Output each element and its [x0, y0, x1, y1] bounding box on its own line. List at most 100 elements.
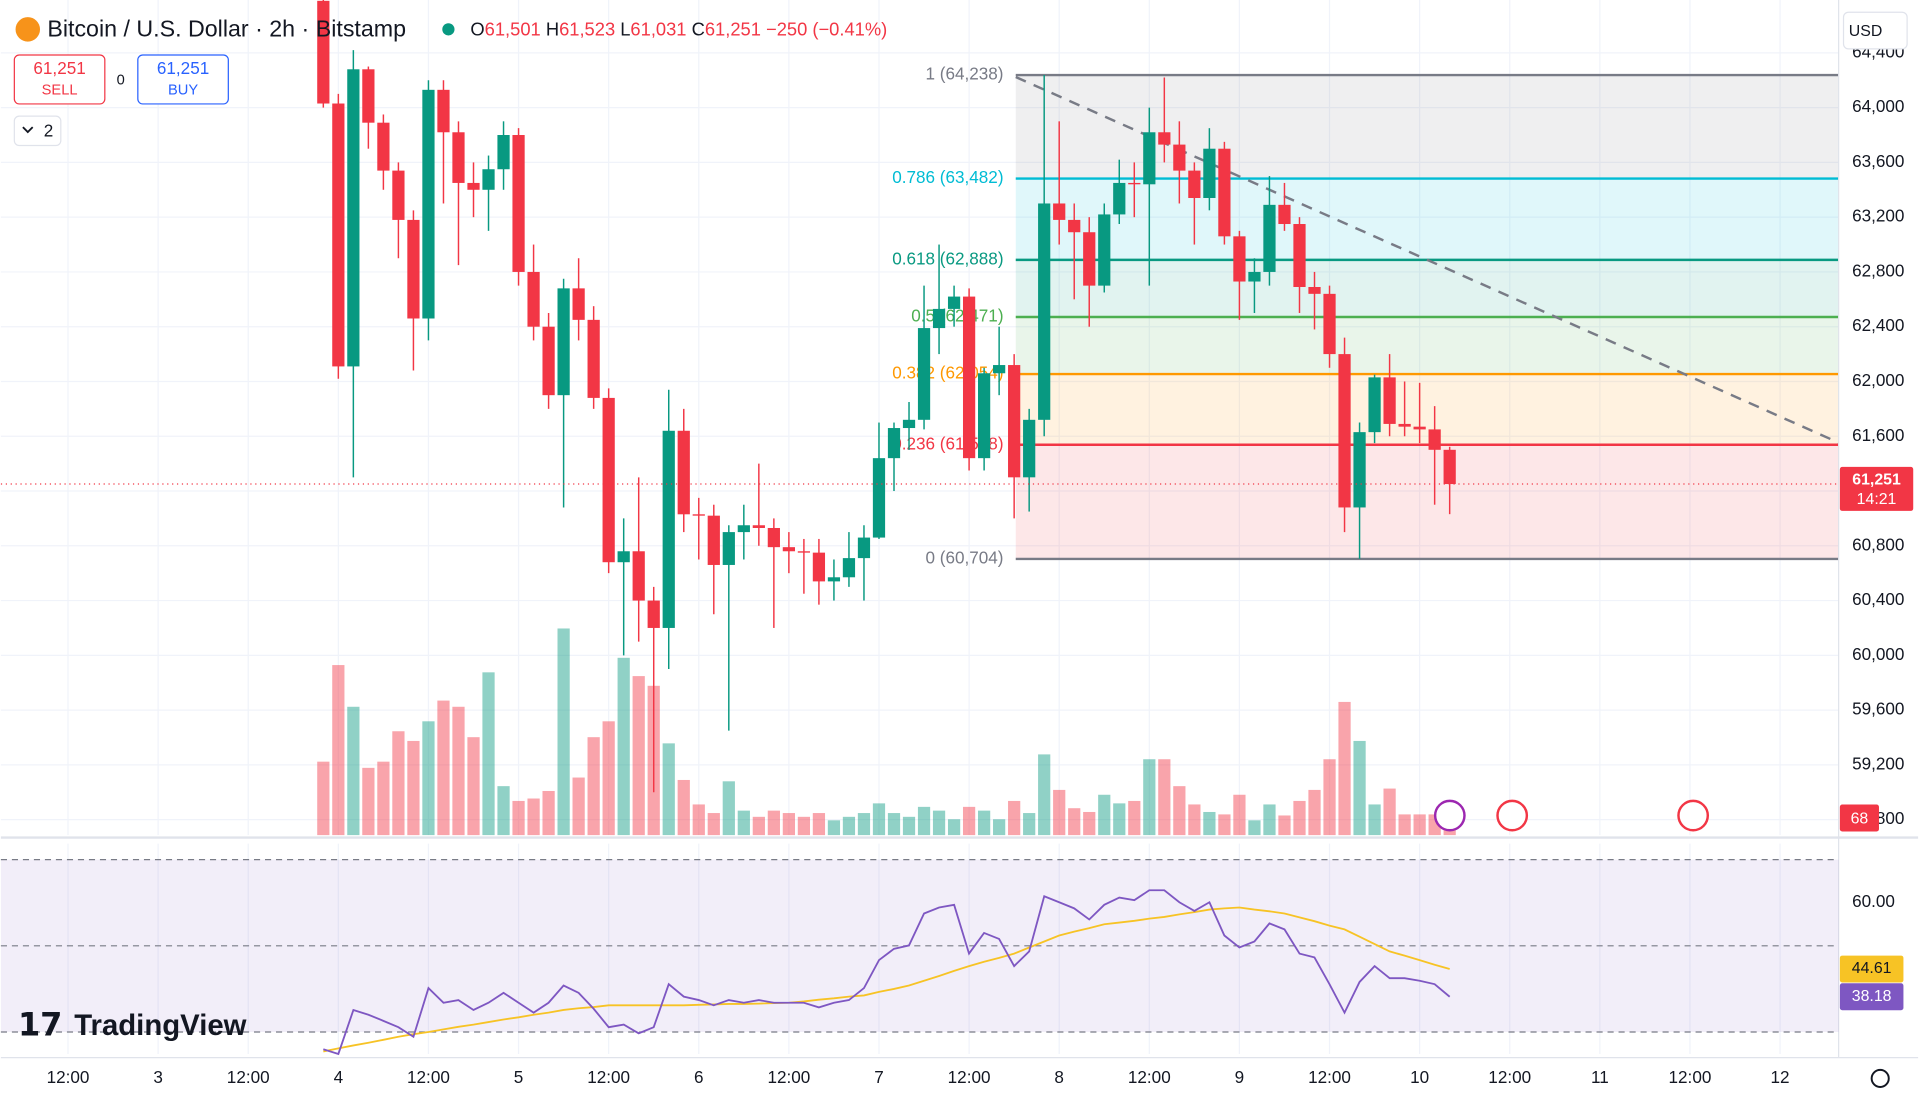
volume-bar	[1173, 786, 1186, 836]
volume-bar	[1278, 815, 1291, 836]
fib-label: 0.5 (62,471)	[911, 307, 1003, 326]
currency-button[interactable]	[1842, 11, 1908, 50]
fib-label: 0.236 (61,538)	[892, 434, 1003, 453]
candle-body	[1398, 423, 1411, 427]
candle-body	[1143, 132, 1156, 185]
fib-zone	[1015, 178, 1839, 260]
rsi-ma-tag	[1839, 955, 1904, 983]
fib-label: 0.786 (63,482)	[892, 168, 1003, 187]
candle-body	[1158, 132, 1171, 145]
us-flag-icon[interactable]	[1496, 799, 1529, 832]
y-tick-label: 62,000	[1852, 371, 1904, 390]
fib-zone	[1015, 374, 1839, 445]
volume-bar	[1128, 800, 1141, 836]
candle-body	[962, 296, 976, 459]
candle-body	[872, 458, 886, 538]
candle-body	[347, 69, 360, 367]
rsi-tick-label: 60.00	[1852, 892, 1895, 911]
volume-bar	[347, 706, 360, 836]
y-tick-label: 59,200	[1852, 754, 1904, 773]
volume-bar	[452, 706, 465, 836]
volume-bar	[872, 803, 886, 836]
x-tick-label: 12:00	[767, 1068, 810, 1087]
candle-body	[677, 430, 690, 515]
rsi-ma-line	[323, 906, 1450, 1053]
volume-bar	[707, 813, 720, 836]
candle-body	[362, 69, 375, 123]
ohlc-value: 61,251	[705, 18, 761, 39]
x-tick-label: 5	[514, 1068, 524, 1087]
volume-bar	[542, 790, 555, 836]
event-icon[interactable]	[1433, 799, 1466, 832]
volume-bar	[1218, 814, 1231, 836]
y-tick-label: 63,200	[1852, 207, 1904, 226]
volume-bar	[737, 810, 750, 836]
currency[interactable]: USD	[1849, 23, 1883, 40]
sell-button[interactable]	[13, 54, 106, 105]
price-tag	[1839, 466, 1914, 511]
candle-body	[993, 365, 1006, 374]
x-tick-label: 12:00	[587, 1068, 630, 1087]
volume-bar	[692, 804, 705, 836]
volume-bar	[332, 665, 345, 836]
btc-icon	[15, 17, 41, 42]
sell-label[interactable]: SELL	[42, 82, 78, 98]
sell-price[interactable]: 61,251	[33, 59, 85, 78]
volume-bar	[557, 628, 570, 836]
fib-label: 1 (64,238)	[926, 65, 1004, 84]
fib-zone	[1015, 444, 1839, 559]
x-tick-label: 12:00	[1128, 1068, 1171, 1087]
x-tick-label: 7	[874, 1068, 884, 1087]
volume-bar	[392, 731, 405, 836]
volume-bar	[572, 777, 585, 836]
volume-bar	[767, 810, 780, 836]
volume-bar	[1143, 759, 1156, 836]
candle-body	[482, 169, 495, 190]
trend-line	[1015, 75, 1840, 444]
volume-bar	[932, 810, 946, 836]
candle-body	[1278, 204, 1291, 225]
candle-body	[632, 551, 645, 601]
candle-body	[737, 525, 750, 533]
y-tick-label: 64,000	[1852, 97, 1904, 116]
candle-body	[767, 527, 780, 548]
y-tick-label: 60,400	[1852, 590, 1904, 609]
x-tick-label: 9	[1235, 1068, 1245, 1087]
buy-button[interactable]	[137, 54, 229, 105]
volume-bar	[1353, 740, 1366, 836]
candle-body	[1128, 182, 1141, 185]
x-tick-label: 12:00	[1669, 1068, 1712, 1087]
price-tag-price: 61,251	[1852, 472, 1901, 489]
candle-body	[1068, 219, 1081, 233]
volume-bar	[947, 819, 961, 836]
volume-bar	[422, 721, 435, 836]
logo-mark: 𝟭𝟳	[18, 1006, 62, 1042]
volume-bar	[617, 657, 630, 836]
volume-bar	[827, 820, 841, 836]
volume-bar	[993, 819, 1006, 836]
x-tick-label: 12:00	[47, 1068, 90, 1087]
candle-body	[1293, 224, 1306, 287]
volume-bar	[1113, 803, 1126, 836]
volume-bar	[1323, 759, 1336, 836]
candle-body	[1263, 204, 1276, 272]
candle-body	[1428, 429, 1441, 450]
rsi-tag	[1839, 983, 1904, 1011]
us-flag-icon[interactable]	[1677, 799, 1710, 832]
buy-label[interactable]: BUY	[168, 82, 198, 98]
candle-body	[542, 326, 555, 396]
volume-bar	[782, 813, 795, 836]
indicators-count[interactable]: 2	[44, 122, 54, 141]
volume-tag	[1839, 804, 1879, 832]
candle-body	[377, 122, 390, 171]
volume-bar	[512, 800, 525, 836]
overlay: Bitcoin / U.S. Dollar · 2h · Bitstamp O6…	[13, 11, 1908, 1088]
indicators-toggle[interactable]	[13, 115, 62, 147]
volume-bar	[1263, 804, 1276, 836]
volume-bar	[962, 806, 976, 836]
settings-icon[interactable]	[1870, 1068, 1890, 1088]
buy-price[interactable]: 61,251	[157, 59, 209, 78]
symbol: Bitcoin / U.S. Dollar · 2h · Bitstamp	[47, 16, 406, 42]
price-tag-countdown: 14:21	[1857, 491, 1897, 508]
